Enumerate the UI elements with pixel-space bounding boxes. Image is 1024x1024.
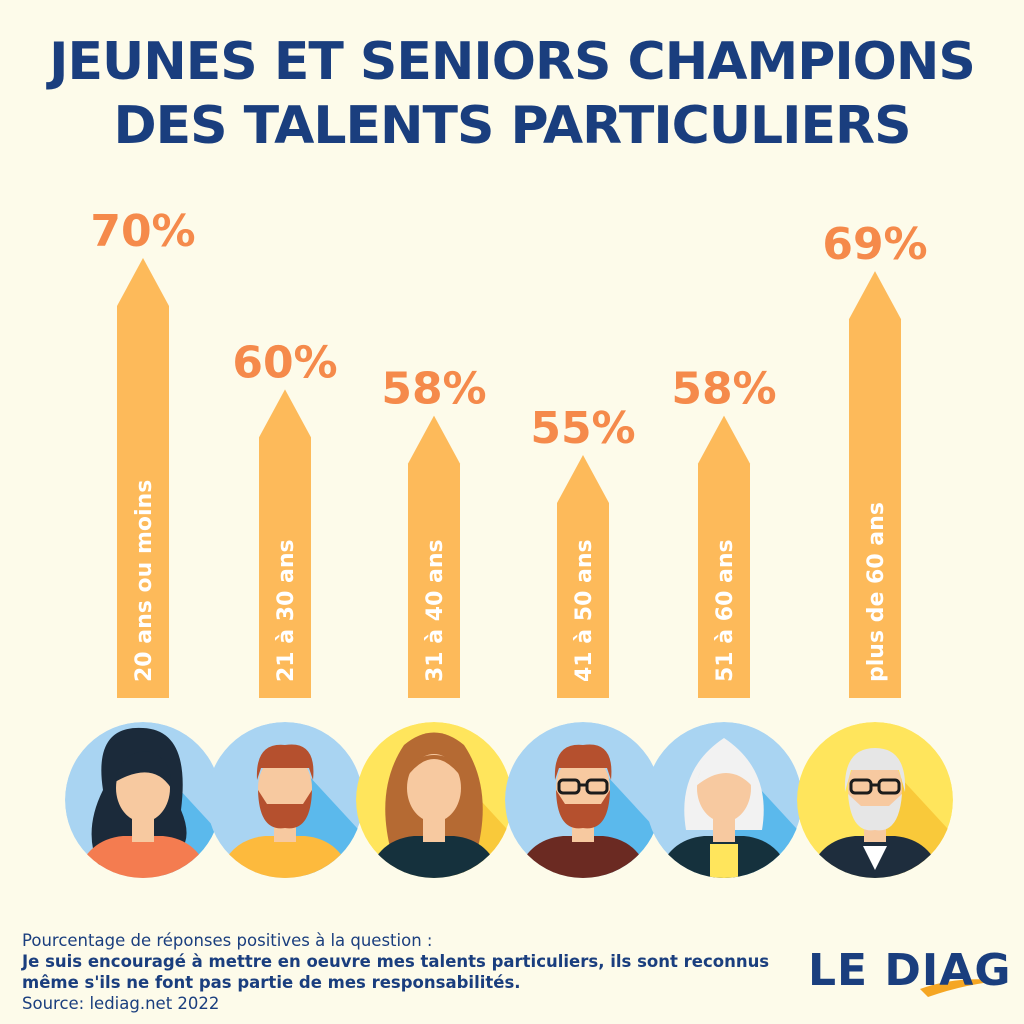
value-label: 55% (530, 403, 635, 454)
bar-4: 55% 41 à 50 ans (530, 403, 636, 698)
category-label: 31 à 40 ans (423, 539, 448, 682)
bar-2: 60% 21 à 30 ans (232, 337, 338, 698)
chart-title: JEUNES ET SENIORS CHAMPIONS DES TALENTS … (0, 30, 1024, 158)
bar-5: 58% 51 à 60 ans (671, 364, 777, 698)
arrow-bar (557, 455, 609, 698)
category-label: 20 ans ou moins (132, 480, 157, 682)
arrow-bar (259, 389, 311, 698)
title-line-2: DES TALENTS PARTICULIERS (113, 96, 911, 156)
arrow-bar (117, 258, 169, 698)
category-label: 21 à 30 ans (274, 539, 299, 682)
bar-3: 58% 31 à 40 ans (381, 364, 487, 698)
category-label: plus de 60 ans (864, 502, 889, 682)
value-label: 60% (232, 337, 337, 388)
avatar-row (65, 722, 953, 878)
arrow-bar (849, 271, 901, 698)
senior-man-avatar-icon (797, 722, 953, 878)
logo-text: LE DIAG (808, 945, 1012, 996)
arrow-bar-chart: 70% 20 ans ou moins 60% 21 à 30 ans 58% 31 à … (65, 206, 953, 878)
bar-6: 69% plus de 60 ans (822, 219, 928, 698)
category-label: 41 à 50 ans (572, 539, 597, 682)
category-label: 51 à 60 ans (713, 539, 738, 682)
arrow-bar (698, 415, 750, 698)
title-line-1: JEUNES ET SENIORS CHAMPIONS (49, 32, 976, 92)
value-label: 70% (90, 206, 195, 257)
bars-layer: 70% 20 ans ou moins 60% 21 à 30 ans 58% 31 à … (90, 206, 928, 698)
value-label: 58% (381, 364, 486, 415)
footer-source: Source: lediag.net 2022 (22, 994, 220, 1013)
footer-intro: Pourcentage de réponses positives à la q… (22, 931, 433, 950)
arrow-bar (408, 415, 460, 698)
value-label: 69% (822, 219, 927, 270)
bar-1: 70% 20 ans ou moins (90, 206, 196, 698)
logo-swoosh-icon (920, 979, 1004, 997)
footer-question: Je suis encouragé à mettre en oeuvre mes… (22, 952, 770, 992)
value-label: 58% (671, 364, 776, 415)
le-diag-logo: LE DIAG (808, 945, 1012, 1005)
footer-note: Pourcentage de réponses positives à la q… (22, 930, 812, 1014)
